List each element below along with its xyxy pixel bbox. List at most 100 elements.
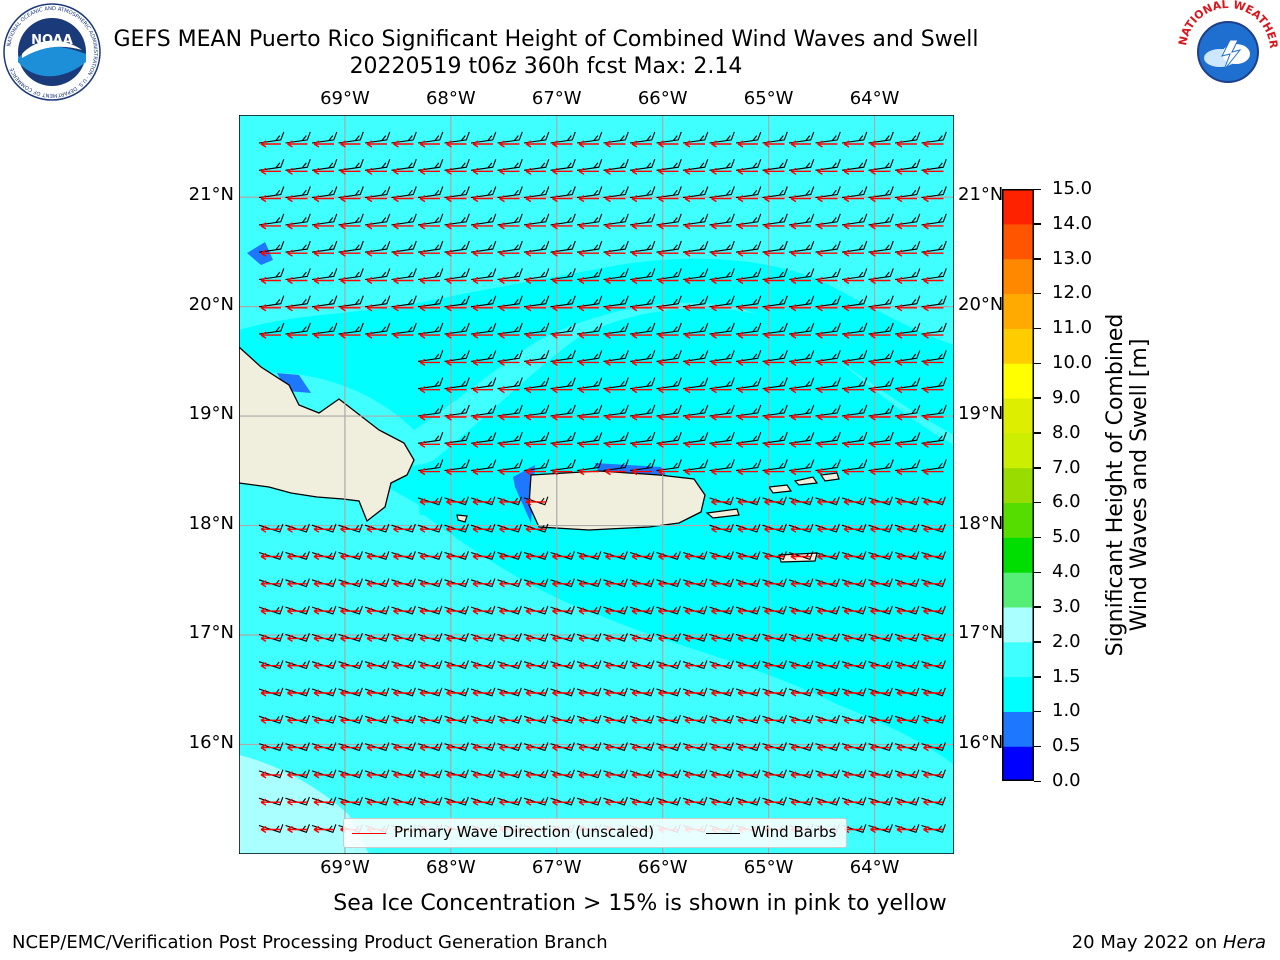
wave-direction-arrow: [446, 386, 467, 394]
vector-glyph: [629, 377, 656, 394]
vector-glyph: [258, 240, 285, 257]
wave-direction-arrow: [684, 249, 705, 257]
wind-barb: [709, 213, 735, 226]
wave-direction-arrow: [525, 662, 546, 670]
vector-glyph: [444, 769, 469, 779]
vector-glyph: [470, 131, 497, 148]
wind-barb: [497, 295, 523, 308]
vector-glyph: [682, 377, 709, 394]
wind-barb: [709, 240, 735, 253]
wave-direction-arrow: [764, 607, 785, 615]
wave-direction-arrow: [764, 249, 785, 257]
wave-direction-arrow: [923, 498, 944, 506]
vector-glyph: [841, 404, 868, 421]
wave-direction-arrow: [790, 304, 811, 312]
colorbar-segment: [1002, 606, 1034, 643]
vector-glyph: [815, 714, 840, 724]
vector-glyph: [894, 322, 921, 339]
vector-glyph: [841, 295, 868, 312]
wave-direction-arrow: [711, 167, 732, 175]
wave-direction-arrow: [393, 662, 414, 670]
contour-band-0_5-1_0-c: [513, 465, 535, 523]
lon-tick-label-bottom: 69°W: [320, 857, 370, 878]
vector-glyph: [894, 633, 920, 643]
wave-direction-arrow: [870, 276, 891, 285]
wave-direction-arrow: [790, 716, 811, 724]
vector-glyph: [497, 268, 523, 285]
vector-glyph: [735, 159, 762, 175]
vector-glyph: [815, 186, 841, 203]
vector-glyph: [470, 714, 496, 724]
wave-direction-arrow: [260, 167, 281, 175]
vector-glyph: [762, 605, 787, 615]
wave-direction-arrow: [790, 194, 811, 203]
wind-barb: [311, 213, 338, 226]
wave-direction-arrow: [870, 440, 891, 448]
vector-glyph: [550, 159, 576, 175]
vector-glyph: [603, 350, 629, 367]
wind-barb: [550, 432, 576, 444]
wind-barb: [656, 459, 682, 472]
wave-direction-arrow: [499, 467, 520, 476]
wave-direction-arrow: [870, 167, 891, 175]
wave-direction-arrow: [340, 689, 361, 697]
vector-glyph: [391, 633, 416, 643]
wind-barb: [391, 295, 417, 308]
vector-glyph: [921, 742, 946, 752]
wind-barb: [444, 268, 470, 281]
vector-glyph: [921, 159, 947, 175]
wave-direction-arrow: [817, 498, 838, 506]
wind-barb: [523, 432, 550, 444]
vector-glyph: [523, 186, 550, 203]
wave-direction-arrow: [684, 194, 705, 203]
vector-glyph: [841, 633, 867, 643]
wave-direction-arrow: [552, 386, 573, 394]
wave-direction-arrow: [313, 689, 334, 697]
wave-direction-arrow: [711, 662, 732, 670]
wave-direction-arrow: [578, 771, 599, 779]
wave-direction-arrow: [843, 716, 864, 724]
wind-barb: [921, 322, 947, 335]
colorbar-segment: [1002, 746, 1034, 781]
wave-direction-arrow: [658, 167, 679, 175]
wind-barb: [841, 322, 868, 335]
wind-barb: [788, 131, 815, 144]
wave-direction-arrow: [843, 440, 864, 448]
wind-barb: [656, 213, 682, 226]
wave-direction-arrow: [578, 662, 599, 670]
wave-direction-arrow: [870, 525, 891, 533]
wave-direction-arrow: [764, 525, 785, 533]
wind-barb: [682, 377, 709, 390]
vector-glyph: [894, 350, 921, 367]
wind-barb: [682, 459, 709, 472]
vector-glyph: [921, 268, 947, 285]
vector-glyph: [841, 432, 868, 448]
vector-glyph: [364, 687, 390, 697]
wind-barb: [894, 350, 921, 362]
wave-direction-arrow: [287, 662, 308, 670]
wind-barb: [629, 459, 656, 472]
wind-barb: [841, 268, 868, 281]
wave-direction-arrow: [790, 386, 811, 394]
wave-direction-arrow: [366, 607, 387, 615]
wind-barb: [656, 404, 682, 417]
vector-glyph: [391, 159, 417, 175]
wave-direction-arrow: [923, 689, 944, 697]
wind-barb: [629, 350, 656, 362]
wave-direction-arrow: [552, 467, 573, 476]
wave-direction-arrow: [472, 276, 493, 285]
vector-glyph: [550, 660, 575, 670]
wave-direction-arrow: [817, 358, 838, 367]
wave-direction-arrow: [843, 498, 864, 506]
wave-direction-arrow: [737, 634, 758, 643]
wind-barb: [285, 213, 311, 226]
wave-direction-arrow: [419, 222, 440, 230]
wave-direction-arrow: [658, 662, 679, 670]
wave-direction-arrow: [896, 467, 917, 476]
vector-glyph: [444, 377, 470, 394]
wave-direction-arrow: [552, 249, 573, 257]
wave-direction-arrow: [790, 440, 811, 448]
wind-barb: [921, 432, 947, 444]
wave-direction-arrow: [923, 634, 944, 643]
wave-direction-arrow: [472, 304, 493, 312]
